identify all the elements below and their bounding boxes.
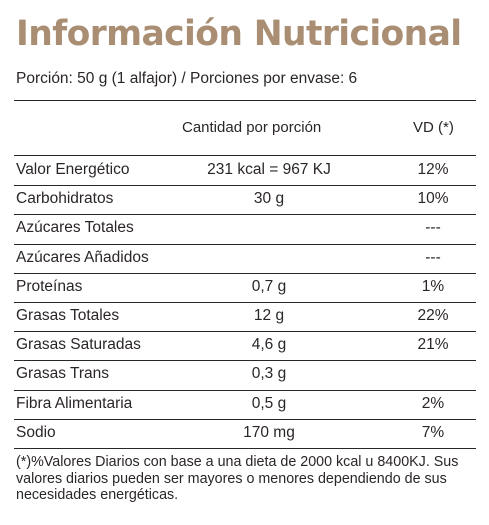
nutrient-vd: 22% [417, 306, 449, 324]
serving-info: Porción: 50 g (1 alfajor) / Porciones po… [16, 70, 358, 87]
nutrient-amount: 30 g [253, 190, 285, 208]
nutrient-vd: --- [425, 248, 441, 266]
table-row: Azúcares Añadidos --- [14, 245, 476, 274]
nutrient-vd: 7% [421, 423, 445, 441]
nutrient-vd: 12% [417, 161, 449, 178]
footnote: (*)%Valores Diarios con base a una dieta… [16, 454, 459, 503]
header-amount: Cantidad por porción [182, 119, 322, 136]
nutrient-name: Grasas Totales [16, 306, 120, 324]
table-row: Fibra Alimentaria 0,5 g 2% [14, 391, 476, 420]
nutrient-name: Grasas Trans [16, 365, 110, 383]
nutrient-amount: 170 mg [243, 423, 295, 441]
nutrient-name: Proteínas [16, 277, 83, 295]
nutrient-amount: 4,6 g [251, 336, 287, 354]
top-rule [14, 100, 476, 101]
nutrient-name: Valor Energético [16, 161, 130, 178]
header-rule [14, 155, 476, 156]
page-title: Información Nutricional [16, 14, 462, 54]
header-vd: VD (*) [413, 119, 454, 136]
nutrient-amount: 0,7 g [251, 277, 287, 295]
nutrient-vd: 1% [421, 277, 445, 295]
nutrient-name: Azúcares Añadidos [16, 248, 149, 266]
nutrient-amount: 0,3 g [251, 365, 287, 383]
table-row: Proteínas 0,7 g 1% [14, 274, 476, 303]
nutrient-amount: 12 g [253, 306, 285, 324]
nutrient-name: Carbohidratos [16, 190, 114, 208]
nutrient-name: Grasas Saturadas [16, 336, 141, 354]
nutrient-vd: 10% [417, 190, 449, 208]
nutrient-amount: 231 kcal = 967 KJ [207, 161, 331, 178]
nutrient-vd: 21% [417, 336, 449, 354]
nutrient-name: Sodio [16, 423, 56, 441]
nutrient-name: Azúcares Totales [16, 219, 134, 237]
table-row: Carbohidratos 30 g 10% [14, 186, 476, 216]
nutrient-vd: --- [425, 219, 441, 237]
nutrition-table: Valor Energético 231 kcal = 967 KJ 12% C… [14, 157, 476, 449]
table-row: Grasas Trans 0,3 g [14, 361, 476, 391]
table-row: Azúcares Totales --- [14, 215, 476, 245]
nutrient-name: Fibra Alimentaria [16, 394, 133, 412]
nutrient-vd: 2% [421, 394, 445, 412]
nutrient-amount: 0,5 g [251, 394, 287, 412]
table-row: Valor Energético 231 kcal = 967 KJ 12% [14, 157, 476, 187]
table-row: Sodio 170 mg 7% [14, 420, 476, 449]
table-row: Grasas Saturadas 4,6 g 21% [14, 332, 476, 362]
table-row: Grasas Totales 12 g 22% [14, 303, 476, 333]
